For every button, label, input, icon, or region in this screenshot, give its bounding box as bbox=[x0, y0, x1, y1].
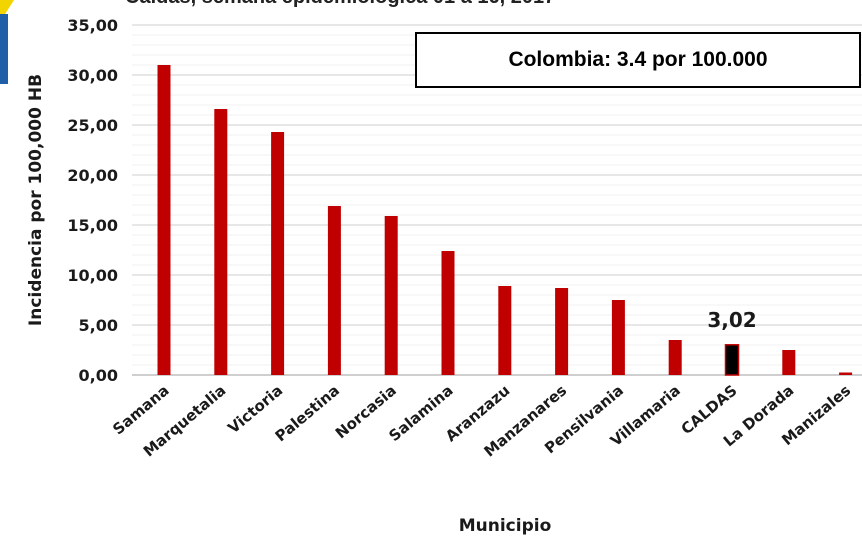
y-tick-label: 5,00 bbox=[79, 316, 118, 335]
bar-victoria bbox=[271, 132, 285, 375]
bar-palestina bbox=[327, 206, 341, 375]
chart-title-fragment: Caldas, semana epidemiológica 01 a 16, 2… bbox=[125, 0, 765, 12]
y-tick-label: 30,00 bbox=[67, 66, 118, 85]
bar-manizales bbox=[839, 372, 853, 375]
y-axis-ticks: 0,00 5,00 10,00 15,00 20,00 25,00 30,00 35,00 bbox=[67, 16, 118, 385]
caldas-data-label: 3,02 bbox=[707, 308, 756, 332]
y-tick-label: 0,00 bbox=[79, 366, 118, 385]
blue-accent-bar bbox=[0, 14, 8, 84]
y-tick-label: 15,00 bbox=[67, 216, 118, 235]
y-tick-label: 10,00 bbox=[67, 266, 118, 285]
y-tick-label: 25,00 bbox=[67, 116, 118, 135]
bar-caldas bbox=[724, 344, 740, 376]
bar-aranzazu bbox=[498, 286, 512, 375]
bar-la-dorada bbox=[782, 350, 796, 375]
bar-marquetalia bbox=[214, 109, 228, 375]
y-tick-label: 20,00 bbox=[67, 166, 118, 185]
y-tick-label: 35,00 bbox=[67, 16, 118, 35]
bar-norcasia bbox=[384, 216, 398, 375]
left-accent-stripe bbox=[0, 0, 14, 84]
bar-pensilvania bbox=[611, 300, 625, 375]
x-axis-categories: SamanaMarquetaliaVictoriaPalestinaNorcas… bbox=[109, 381, 854, 460]
bar-villamaria bbox=[668, 340, 682, 375]
bars bbox=[157, 65, 853, 376]
x-axis-title: Municipio bbox=[459, 516, 552, 536]
bar-manzanares bbox=[555, 288, 569, 375]
gridlines bbox=[132, 24, 862, 376]
national-incidence-annotation: Colombia: 3.4 por 100.000 bbox=[415, 32, 861, 88]
bar-samana bbox=[157, 65, 171, 375]
y-axis-title: Incidencia por 100,000 HB bbox=[26, 74, 46, 326]
bar-salamina bbox=[441, 251, 455, 375]
